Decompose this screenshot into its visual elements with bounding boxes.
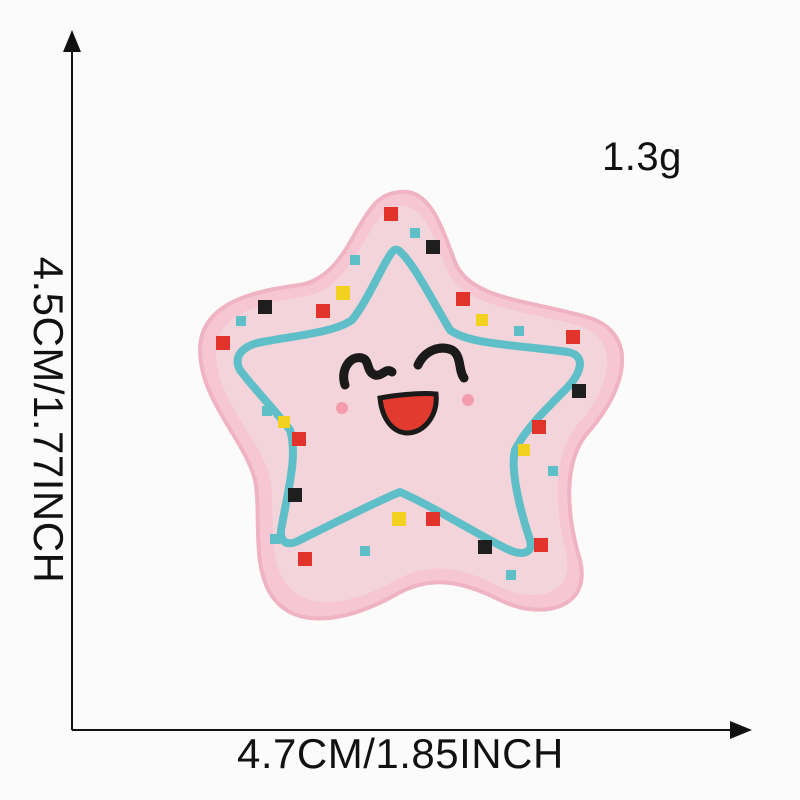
right-cheek-icon bbox=[462, 394, 474, 406]
dot-red bbox=[298, 552, 312, 566]
dot-yellow bbox=[336, 286, 350, 300]
star-face bbox=[336, 343, 474, 436]
dot-teal bbox=[350, 255, 360, 265]
dot-teal bbox=[236, 316, 246, 326]
dot-teal bbox=[270, 534, 280, 544]
vertical-axis-arrow-icon bbox=[63, 30, 81, 52]
dot-red bbox=[456, 292, 470, 306]
dot-black bbox=[478, 540, 492, 554]
dimension-axes bbox=[63, 30, 752, 739]
dot-yellow bbox=[392, 512, 406, 526]
height-dimension-label: 4.5CM/1.77INCH bbox=[25, 256, 72, 584]
dot-red bbox=[292, 432, 306, 446]
dot-black bbox=[258, 300, 272, 314]
dot-red bbox=[384, 207, 398, 221]
dot-red bbox=[316, 304, 330, 318]
dot-teal bbox=[360, 546, 370, 556]
dot-red bbox=[566, 330, 580, 344]
dot-teal bbox=[410, 228, 420, 238]
dot-red bbox=[534, 538, 548, 552]
dot-yellow bbox=[518, 444, 530, 456]
dot-yellow bbox=[476, 314, 488, 326]
dot-black bbox=[288, 488, 302, 502]
dot-red bbox=[426, 512, 440, 526]
dot-red bbox=[216, 336, 230, 350]
dot-teal bbox=[548, 466, 558, 476]
decorative-dots bbox=[216, 207, 586, 580]
weight-label: 1.3g bbox=[602, 135, 682, 179]
right-eye-icon bbox=[413, 343, 469, 383]
dot-black bbox=[426, 240, 440, 254]
width-dimension-label: 4.7CM/1.85INCH bbox=[237, 730, 564, 777]
mouth-icon bbox=[377, 391, 439, 436]
dot-black bbox=[572, 384, 586, 398]
star-patch bbox=[197, 189, 625, 621]
horizontal-axis-arrow-icon bbox=[730, 721, 752, 739]
dot-teal bbox=[262, 406, 272, 416]
left-eye-icon bbox=[339, 353, 397, 390]
star-outline bbox=[233, 245, 584, 557]
dot-yellow bbox=[278, 416, 290, 428]
left-cheek-icon bbox=[336, 402, 348, 414]
dot-red bbox=[532, 420, 546, 434]
dot-teal bbox=[514, 326, 524, 336]
dot-teal bbox=[506, 570, 516, 580]
